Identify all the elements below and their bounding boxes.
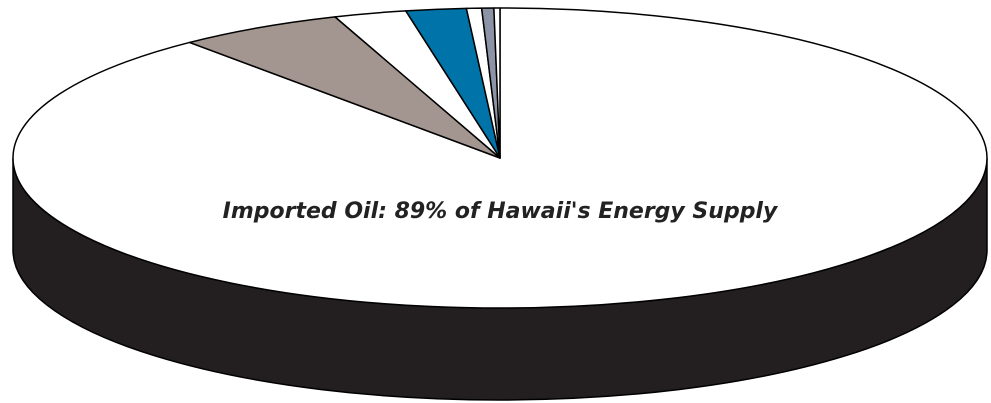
annotation: Imported Oil: 89% of Hawaii's Energy Sup… — [223, 199, 779, 224]
pie — [12, 7, 988, 401]
pie-slice — [493, 7, 501, 159]
pie-slice — [188, 16, 501, 159]
